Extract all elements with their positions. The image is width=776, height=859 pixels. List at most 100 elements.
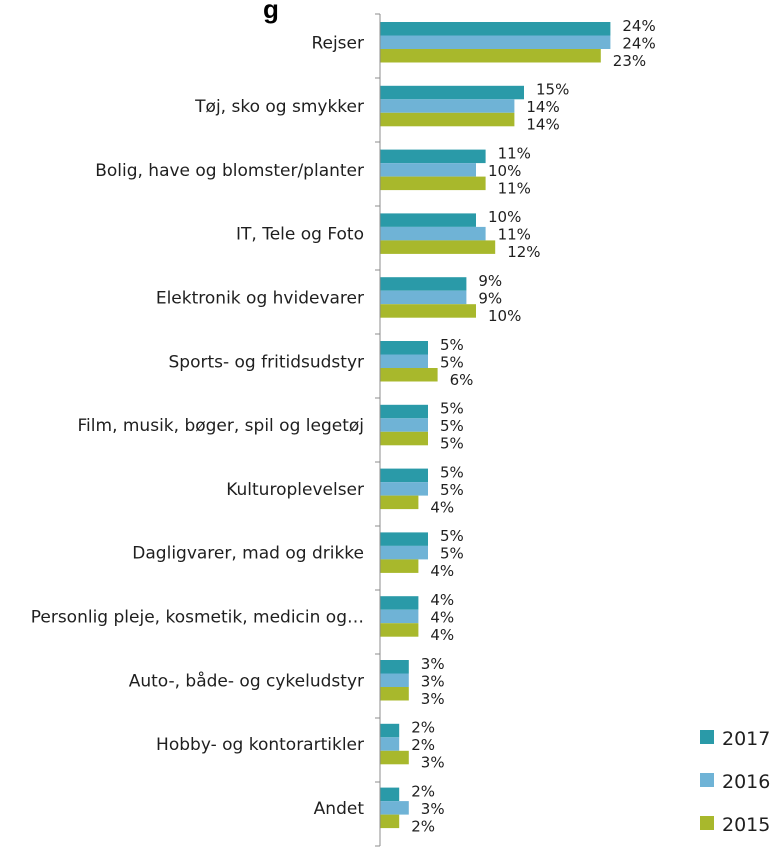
bar-2017-bolig-have-og-blomster-planter xyxy=(380,149,486,164)
bar-2016-t-j-sko-og-smykker xyxy=(380,99,515,113)
bar-2017-hobby-og-kontorartikler xyxy=(380,723,400,738)
legend-label-2015: 2015 xyxy=(722,814,770,836)
category-axis xyxy=(375,13,381,847)
data-label-2017-elektronik-og-hvidevarer: 9% xyxy=(478,272,502,290)
legend: 2017 2016 2015 xyxy=(700,728,770,836)
bar-2017-personlig-pleje-kosmetik-medicin-og xyxy=(380,596,419,610)
chart-title-fragment: g xyxy=(263,0,279,24)
bar-2015-kulturoplevelser xyxy=(380,495,419,510)
bar-2016-kulturoplevelser xyxy=(380,482,428,496)
bar-2017-andet xyxy=(380,787,400,802)
data-label-2016-bolig-have-og-blomster-planter: 10% xyxy=(488,162,521,180)
bar-2015-andet xyxy=(380,814,400,829)
data-label-2016-t-j-sko-og-smykker: 14% xyxy=(526,98,559,116)
data-label-2016-kulturoplevelser: 5% xyxy=(440,481,464,499)
data-label-2015-auto-ba-de-og-cykeludstyr: 3% xyxy=(421,690,445,708)
data-label-2016-rejser: 24% xyxy=(622,34,655,52)
bar-2016-hobby-og-kontorartikler xyxy=(380,737,400,751)
bar-2015-auto-ba-de-og-cykeludstyr xyxy=(380,687,409,701)
category-label-it-tele-og-foto: IT, Tele og Foto xyxy=(236,225,364,245)
category-label-personlig-pleje-kosmetik-medicin-og: Personlig pleje, kosmetik, medicin og… xyxy=(31,607,364,627)
bar-2017-rejser xyxy=(380,22,611,36)
data-label-2015-andet: 2% xyxy=(411,817,435,835)
bar-2015-dagligvarer-mad-og-drikke xyxy=(380,559,419,573)
bar-2017-elektronik-og-hvidevarer xyxy=(380,277,467,291)
data-label-2016-elektronik-og-hvidevarer: 9% xyxy=(478,289,502,307)
bar-2015-sports-og-fritidsudstyr xyxy=(380,368,438,382)
bar-2015-personlig-pleje-kosmetik-medicin-og xyxy=(380,623,419,637)
bar-2016-film-musik-b-ger-spil-og-leget-j xyxy=(380,418,428,432)
bar-2016-sports-og-fritidsudstyr xyxy=(380,354,428,368)
bar-2015-elektronik-og-hvidevarer xyxy=(380,304,476,318)
data-label-2015-rejser: 23% xyxy=(613,52,646,70)
data-label-2015-film-musik-b-ger-spil-og-leget-j: 5% xyxy=(440,435,464,453)
category-labels: Rejser Tøj, sko og smykker Bolig, have og … xyxy=(31,33,365,819)
category-label-kulturoplevelser: Kulturoplevelser xyxy=(226,480,364,500)
data-labels: 24%24%23%15%14%14%11%10%11%10%11%12%9%9%… xyxy=(411,17,656,836)
category-label-hobby-og-kontorartikler: Hobby- og kontorartikler xyxy=(156,735,364,755)
data-label-2015-dagligvarer-mad-og-drikke: 4% xyxy=(430,562,454,580)
bar-2015-it-tele-og-foto xyxy=(380,240,496,254)
data-label-2017-hobby-og-kontorartikler: 2% xyxy=(411,719,435,737)
bar-2017-film-musik-b-ger-spil-og-leget-j xyxy=(380,404,428,419)
bar-2016-auto-ba-de-og-cykeludstyr xyxy=(380,673,409,687)
bar-2017-kulturoplevelser xyxy=(380,468,428,483)
data-label-2016-hobby-og-kontorartikler: 2% xyxy=(411,736,435,754)
bar-2017-sports-og-fritidsudstyr xyxy=(380,341,428,355)
data-label-2017-it-tele-og-foto: 10% xyxy=(488,208,521,226)
bar-2015-t-j-sko-og-smykker xyxy=(380,112,515,127)
data-label-2016-film-musik-b-ger-spil-og-leget-j: 5% xyxy=(440,417,464,435)
data-label-2017-kulturoplevelser: 5% xyxy=(440,463,464,481)
data-label-2016-auto-ba-de-og-cykeludstyr: 3% xyxy=(421,672,445,690)
data-label-2017-andet: 2% xyxy=(411,782,435,800)
bar-2017-it-tele-og-foto xyxy=(380,213,476,227)
bar-2017-auto-ba-de-og-cykeludstyr xyxy=(380,660,409,674)
data-label-2016-personlig-pleje-kosmetik-medicin-og: 4% xyxy=(430,608,454,626)
bar-2016-it-tele-og-foto xyxy=(380,226,486,241)
data-label-2017-film-musik-b-ger-spil-og-leget-j: 5% xyxy=(440,400,464,418)
bar-2016-elektronik-og-hvidevarer xyxy=(380,290,467,305)
bar-2016-dagligvarer-mad-og-drikke xyxy=(380,545,428,560)
data-label-2015-t-j-sko-og-smykker: 14% xyxy=(526,116,559,134)
bar-2017-t-j-sko-og-smykker xyxy=(380,85,524,100)
data-label-2016-andet: 3% xyxy=(421,800,445,818)
data-label-2017-sports-og-fritidsudstyr: 5% xyxy=(440,336,464,354)
data-label-2017-rejser: 24% xyxy=(622,17,655,35)
category-label-t-j-sko-og-smykker: Tøj, sko og smykker xyxy=(194,97,364,117)
data-label-2017-auto-ba-de-og-cykeludstyr: 3% xyxy=(421,655,445,673)
data-label-2017-t-j-sko-og-smykker: 15% xyxy=(536,81,569,99)
bar-2016-bolig-have-og-blomster-planter xyxy=(380,163,476,177)
category-label-bolig-have-og-blomster-planter: Bolig, have og blomster/planter xyxy=(95,161,364,181)
data-label-2015-elektronik-og-hvidevarer: 10% xyxy=(488,307,521,325)
data-label-2015-personlig-pleje-kosmetik-medicin-og: 4% xyxy=(430,626,454,644)
data-label-2017-dagligvarer-mad-og-drikke: 5% xyxy=(440,527,464,545)
legend-swatch-2016 xyxy=(700,773,714,787)
category-label-andet: Andet xyxy=(314,799,365,819)
bars-group xyxy=(380,22,611,829)
bar-2016-personlig-pleje-kosmetik-medicin-og xyxy=(380,609,419,624)
bar-2015-rejser xyxy=(380,49,601,63)
bar-2016-rejser xyxy=(380,35,611,49)
data-label-2015-kulturoplevelser: 4% xyxy=(430,498,454,516)
data-label-2015-it-tele-og-foto: 12% xyxy=(507,243,540,261)
bar-2015-bolig-have-og-blomster-planter xyxy=(380,176,486,191)
data-label-2016-sports-og-fritidsudstyr: 5% xyxy=(440,353,464,371)
category-label-dagligvarer-mad-og-drikke: Dagligvarer, mad og drikke xyxy=(132,544,364,564)
bar-2015-hobby-og-kontorartikler xyxy=(380,750,409,765)
category-label-sports-og-fritidsudstyr: Sports- og fritidsudstyr xyxy=(169,352,365,372)
category-label-film-musik-b-ger-spil-og-leget-j: Film, musik, bøger, spil og legetøj xyxy=(78,416,364,436)
data-label-2017-bolig-have-og-blomster-planter: 11% xyxy=(498,144,531,162)
category-label-auto-ba-de-og-cykeludstyr: Auto-, både- og cykeludstyr xyxy=(129,670,364,691)
category-label-rejser: Rejser xyxy=(311,33,364,53)
data-label-2016-dagligvarer-mad-og-drikke: 5% xyxy=(440,545,464,563)
category-label-elektronik-og-hvidevarer: Elektronik og hvidevarer xyxy=(156,288,364,308)
bar-2017-dagligvarer-mad-og-drikke xyxy=(380,532,428,546)
data-label-2015-hobby-og-kontorartikler: 3% xyxy=(421,754,445,772)
data-label-2015-bolig-have-og-blomster-planter: 11% xyxy=(498,179,531,197)
bar-2015-film-musik-b-ger-spil-og-leget-j xyxy=(380,431,428,446)
legend-label-2016: 2016 xyxy=(722,771,770,793)
data-label-2017-personlig-pleje-kosmetik-medicin-og: 4% xyxy=(430,591,454,609)
bar-2016-andet xyxy=(380,801,409,815)
legend-swatch-2017 xyxy=(700,730,714,744)
